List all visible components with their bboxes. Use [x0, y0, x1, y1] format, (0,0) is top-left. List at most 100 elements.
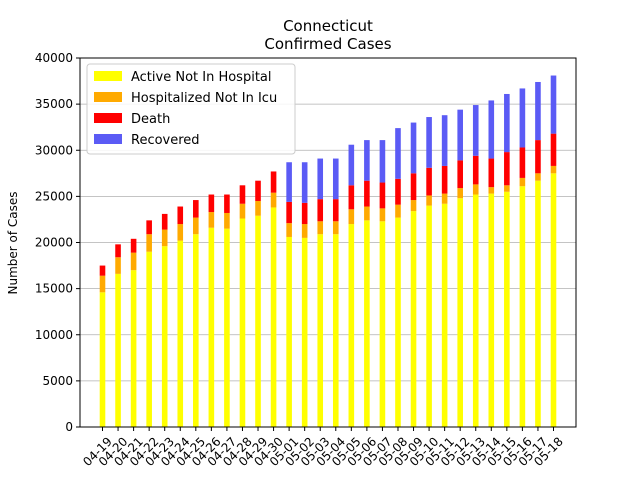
y-tick-label: 35000 [35, 97, 73, 111]
bar-segment [332, 158, 339, 200]
y-tick-label: 20000 [35, 236, 73, 250]
bar-segment [161, 213, 168, 230]
bar-segment [239, 218, 246, 427]
bar-segment [535, 173, 541, 181]
bar-segment [488, 100, 495, 159]
bar-segment [395, 178, 401, 205]
bar-segment [317, 199, 324, 222]
bar-segment [550, 133, 557, 166]
bar-segment [301, 237, 308, 427]
bar-segment [286, 201, 292, 224]
bar-segment [239, 203, 246, 219]
y-tick-label: 25000 [35, 189, 73, 203]
bar-segment [472, 194, 479, 427]
bar-segment [177, 224, 184, 241]
bar-segment [488, 187, 495, 194]
bar-segment [332, 199, 339, 222]
bar-segment [348, 209, 355, 225]
y-tick-label: 0 [65, 420, 73, 434]
legend: Active Not In Hospital Hospitalized Not I… [86, 63, 296, 155]
bar-segment [519, 147, 526, 178]
bar-segment [286, 162, 292, 202]
bar-segment [270, 171, 277, 193]
bar-segment [426, 167, 432, 196]
bar-segment [146, 251, 152, 427]
bar-segment [472, 184, 479, 195]
bar-segment [161, 229, 168, 247]
bar-segment [550, 173, 557, 427]
bar-segment [364, 140, 370, 181]
bar-segment [348, 224, 355, 427]
bar-segment [99, 292, 106, 427]
bar-segment [426, 195, 432, 206]
legend-swatch [94, 134, 122, 144]
bar-segment [239, 185, 246, 204]
bar-segment [286, 223, 292, 237]
bar-segment [410, 173, 417, 201]
bar-segment [395, 217, 401, 427]
bar-segment [317, 234, 324, 427]
bar-segment [177, 206, 184, 225]
bar-segment [115, 273, 121, 427]
bar-segment [457, 198, 463, 427]
bar-segment [519, 177, 526, 187]
bar-segment [379, 221, 386, 427]
bar-segment [504, 185, 510, 192]
axes-layer: 0 5000 10000 15000 20000 25000 30000 35000 40000… [35, 51, 577, 469]
bar-segment [441, 115, 448, 166]
y-tick-label: 30000 [35, 143, 73, 157]
bar-segment [504, 191, 510, 427]
bar-segment [224, 194, 230, 213]
bar-segment [410, 122, 417, 174]
bar-segment [441, 165, 448, 194]
bar-segment [441, 203, 448, 427]
bar-segment [379, 140, 386, 183]
bar-segment [535, 180, 541, 427]
bar-segment [441, 193, 448, 204]
bar-segment [550, 165, 557, 174]
bar-segment [146, 220, 152, 235]
bar-segment [99, 275, 106, 293]
bar-segment [364, 180, 370, 207]
bar-segment [457, 188, 463, 199]
bar-segment [364, 206, 370, 221]
bar-segment [255, 180, 261, 201]
legend-label: Recovered [131, 133, 200, 148]
bar-segment [255, 200, 261, 216]
bar-segment [348, 144, 355, 186]
y-tick-label: 10000 [35, 328, 73, 342]
bar-segment [115, 257, 121, 274]
bar-segment [317, 221, 324, 235]
legend-swatch [94, 71, 122, 81]
bar-segment [161, 246, 168, 427]
bar-segment [146, 234, 152, 252]
bar-segment [193, 200, 199, 218]
bar-segment [301, 224, 308, 238]
bar-segment [504, 93, 510, 153]
y-tick-label: 15000 [35, 282, 73, 296]
bar-segment [395, 204, 401, 218]
bar-segment [317, 158, 324, 200]
bar-segment [379, 182, 386, 209]
bar-segment [504, 152, 510, 186]
bar-segment [535, 140, 541, 174]
bar-segment [224, 212, 230, 229]
bar-segment [379, 208, 386, 222]
bar-segment [193, 217, 199, 235]
bar-segment [550, 75, 557, 134]
bar-segment [115, 244, 121, 258]
bar-segment [193, 234, 199, 427]
bar-segment [426, 117, 432, 168]
y-tick-label: 5000 [42, 374, 73, 388]
bar-segment [395, 128, 401, 179]
bar-segment [286, 236, 292, 427]
bar-segment [457, 109, 463, 161]
bar-segment [130, 238, 137, 253]
legend-swatch [94, 113, 122, 123]
bar-segment [130, 252, 137, 271]
bar-segment [488, 158, 495, 188]
bar-segment [332, 221, 339, 235]
bar-segment [270, 192, 277, 208]
